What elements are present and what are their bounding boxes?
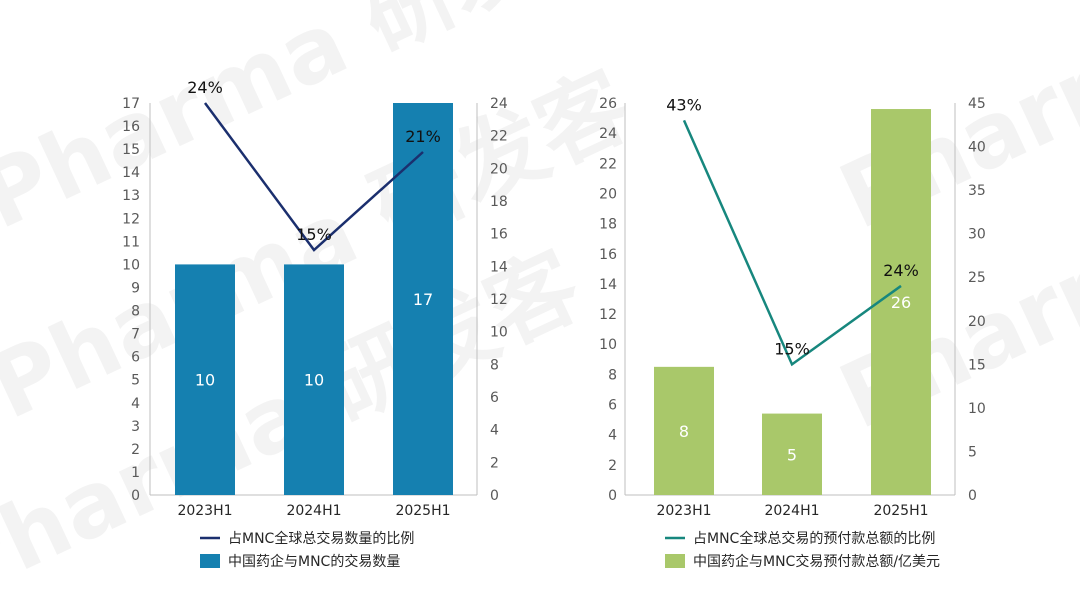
left-tick-label: 18 xyxy=(599,217,617,233)
left-tick-label: 20 xyxy=(599,186,617,202)
left-tick-label: 0 xyxy=(608,488,617,504)
category-label: 2023H1 xyxy=(656,503,711,519)
bar-value-label: 5 xyxy=(787,445,797,464)
left-tick-label: 6 xyxy=(131,350,140,366)
line-value-label: 15% xyxy=(296,225,332,244)
left-tick-label: 15 xyxy=(122,142,140,158)
left-tick-label: 4 xyxy=(131,396,140,412)
left-tick-label: 22 xyxy=(599,156,617,172)
left-tick-label: 17 xyxy=(122,96,140,112)
bar-value-label: 10 xyxy=(304,371,324,390)
right-tick-label: 10 xyxy=(490,325,508,341)
left-tick-label: 11 xyxy=(122,234,140,250)
left-tick-label: 26 xyxy=(599,96,617,112)
left-tick-label: 14 xyxy=(599,277,617,293)
legend-bar-label: 中国药企与MNC的交易数量 xyxy=(228,553,400,570)
right-tick-label: 45 xyxy=(968,96,986,112)
bar-value-label: 8 xyxy=(679,422,689,441)
bar-value-label: 17 xyxy=(413,290,433,309)
line-value-label: 24% xyxy=(187,78,223,97)
bar xyxy=(284,264,344,495)
left-tick-label: 12 xyxy=(122,211,140,227)
right-tick-label: 5 xyxy=(968,444,977,460)
right-tick-label: 12 xyxy=(490,292,508,308)
left-tick-label: 16 xyxy=(122,119,140,135)
left-tick-label: 3 xyxy=(131,419,140,435)
right-tick-label: 4 xyxy=(490,423,499,439)
right-tick-label: 14 xyxy=(490,259,508,275)
left-tick-label: 14 xyxy=(122,165,140,181)
category-label: 2024H1 xyxy=(286,503,341,519)
right-tick-label: 0 xyxy=(490,488,499,504)
watermark-text: Pharma 研发客 xyxy=(825,0,1080,250)
right-tick-label: 18 xyxy=(490,194,508,210)
legend-line-label: 占MNC全球总交易的预付款总额的比例 xyxy=(693,530,935,547)
left-tick-label: 1 xyxy=(131,465,140,481)
left-tick-label: 10 xyxy=(122,257,140,273)
line-value-label: 21% xyxy=(405,127,441,146)
bar xyxy=(175,264,235,495)
right-tick-label: 2 xyxy=(490,455,499,471)
left-tick-label: 2 xyxy=(131,442,140,458)
left-tick-label: 8 xyxy=(608,367,617,383)
right-tick-label: 20 xyxy=(968,314,986,330)
left-tick-label: 6 xyxy=(608,398,617,414)
bar xyxy=(871,109,931,496)
left-tick-label: 9 xyxy=(131,280,140,296)
legend-bar-swatch xyxy=(665,554,685,568)
legend-line-label: 占MNC全球总交易数量的比例 xyxy=(228,530,414,547)
category-label: 2025H1 xyxy=(395,503,450,519)
chart-1: 0123456789101112131415161702468101214161… xyxy=(122,78,508,570)
right-tick-label: 22 xyxy=(490,129,508,145)
right-tick-label: 16 xyxy=(490,227,508,243)
left-tick-label: 10 xyxy=(599,337,617,353)
right-tick-label: 10 xyxy=(968,401,986,417)
chart-2: 0246810121416182022242605101520253035404… xyxy=(599,95,986,570)
right-tick-label: 25 xyxy=(968,270,986,286)
left-tick-label: 4 xyxy=(608,428,617,444)
right-tick-label: 6 xyxy=(490,390,499,406)
right-tick-label: 30 xyxy=(968,227,986,243)
line-value-label: 43% xyxy=(666,95,702,114)
right-tick-label: 15 xyxy=(968,357,986,373)
right-tick-label: 24 xyxy=(490,96,508,112)
right-tick-label: 0 xyxy=(968,488,977,504)
line-value-label: 15% xyxy=(774,339,810,358)
legend-bar-label: 中国药企与MNC交易预付款总额/亿美元 xyxy=(693,553,940,570)
category-label: 2024H1 xyxy=(764,503,819,519)
left-tick-label: 0 xyxy=(131,488,140,504)
right-tick-label: 40 xyxy=(968,140,986,156)
category-label: 2025H1 xyxy=(873,503,928,519)
left-tick-label: 5 xyxy=(131,373,140,389)
left-tick-label: 24 xyxy=(599,126,617,142)
legend-bar-swatch xyxy=(200,554,220,568)
bar-value-label: 26 xyxy=(891,293,911,312)
left-tick-label: 16 xyxy=(599,247,617,263)
left-tick-label: 7 xyxy=(131,327,140,343)
category-label: 2023H1 xyxy=(177,503,232,519)
left-tick-label: 12 xyxy=(599,307,617,323)
left-tick-label: 8 xyxy=(131,304,140,320)
left-tick-label: 13 xyxy=(122,188,140,204)
bar xyxy=(762,413,822,495)
bar-value-label: 10 xyxy=(195,371,215,390)
bar xyxy=(654,366,714,495)
right-tick-label: 20 xyxy=(490,161,508,177)
right-tick-label: 8 xyxy=(490,357,499,373)
left-tick-label: 2 xyxy=(608,458,617,474)
line-value-label: 24% xyxy=(883,261,919,280)
right-tick-label: 35 xyxy=(968,183,986,199)
